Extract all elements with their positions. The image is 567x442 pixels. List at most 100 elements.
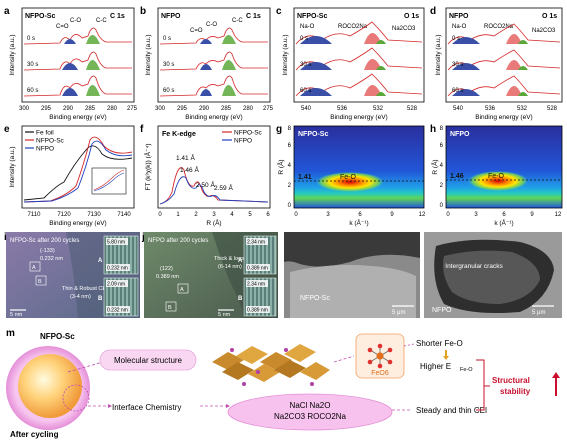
svg-text:2: 2 [194,212,198,218]
bond-label: Fe-O [340,174,357,181]
spectrum-0s [447,23,561,45]
curve-nfpo [23,140,133,203]
peak-label-co-double: C=O [56,24,69,30]
svg-text:6: 6 [288,143,292,149]
x-axis-label: k (Å⁻¹) [494,218,513,227]
svg-text:532: 532 [373,106,384,112]
bracket [476,359,485,411]
svg-text:6: 6 [440,143,444,149]
panel-j: j NFPO after 200 cycles (122) 0.389 nm T… [141,232,278,318]
svg-text:300: 300 [19,106,30,112]
hotspot [316,172,384,192]
panel-letter-a: a [4,6,10,17]
scale-label: 5 μm [532,310,545,316]
svg-text:540: 540 [453,106,464,112]
scale-label: 5 μm [392,310,405,316]
peak-label-roco2na: ROCO2Na [484,24,514,30]
panel-letter-e: e [4,124,10,135]
peak-label-na2co3: Na2CO3 [392,26,416,32]
sample-label: NFPO [161,13,181,20]
legend-fe-foil: Fe foil [36,130,54,137]
shorter-fe-o-label: Shorter Fe-O [416,339,463,348]
time-30s: 30 s [163,62,174,68]
time-60s: 60 s [452,88,463,94]
svg-text:0: 0 [288,203,292,209]
spectrum-30s [295,47,423,71]
wavelet-map [293,125,425,209]
svg-text:285: 285 [221,106,232,112]
x-axis-label: Binding energy (eV) [475,114,532,121]
spectrum-60s [23,75,132,97]
panel-b: b NFPO C 1s C=O C-O C-C 0 s 30 s 60 s 30… [140,6,274,121]
x-axis-label: k (Å⁻¹) [349,218,368,227]
scale-label: 5 nm [10,312,23,318]
svg-text:9: 9 [390,212,394,218]
svg-text:7120: 7120 [57,212,71,218]
svg-text:532: 532 [517,106,528,112]
svg-text:536: 536 [485,106,496,112]
inset-b-top: 2.34 nm [247,282,265,288]
r-value: 1.46 [450,173,464,180]
edge-label: O 1s [404,13,419,20]
y-axis-label: R (Å) [276,159,285,174]
peak-label-c-o: C-O [70,18,81,24]
svg-text:3: 3 [474,212,478,218]
time-30s: 30 s [452,62,463,68]
peak-label-co-double: C=O [190,28,203,34]
spectrum-60s [447,75,561,97]
svg-text:280: 280 [243,106,254,112]
panel-f: f Fe K-edge NFPO-Sc NFPO 1.41 Å 1.46 Å 2… [140,124,271,227]
wavelet-map [445,125,563,209]
svg-text:7110: 7110 [28,212,42,218]
legend-nfpo-sc: NFPO-Sc [36,138,65,145]
inset-a-letter: A [238,258,243,264]
legend-nfpo: NFPO [36,146,54,153]
stability-label-2: stability [500,387,531,396]
legend-nfpo-sc: NFPO-Sc [234,130,263,137]
sample-label: NFPO [450,131,470,138]
inset-b-letter: B [238,296,243,302]
svg-text:528: 528 [407,106,418,112]
annotation-1-46: 1.46 Å [180,165,199,174]
panel-e: e Fe foil NFPO-Sc NFPO 7110 7120 7130 71… [4,124,135,227]
svg-text:6: 6 [358,212,362,218]
peak-label-c-c: C-C [96,18,107,24]
panel-c: c NFPO-Sc O 1s Na-O ROCO2Na Na2CO3 0 s 3… [276,6,425,121]
spectrum-60s [295,73,423,97]
svg-text:8: 8 [440,126,444,132]
cei-label: Thin & Robust CEI [62,286,108,292]
edge-label: C 1s [246,13,261,20]
panel-a: a NFPO-Sc C 1s C=O C-O C-C 0 s 30 s 60 s… [4,6,138,121]
svg-text:0: 0 [158,212,162,218]
x-axis-label: Binding energy (eV) [49,220,106,227]
cei-ellipse [227,393,393,431]
panel-letter-d: d [430,6,436,17]
svg-text:0: 0 [440,203,444,209]
panel-i: i NFPO-Sc after 200 cycles (-133) 0.232 … [4,232,140,318]
svg-text:1: 1 [176,212,180,218]
peak-label-na-o: Na-O [452,24,467,30]
svg-text:540: 540 [301,106,312,112]
sample-label: NFPO-Sc [40,332,75,341]
annotation-2-50: 2.50 Å [196,180,215,189]
svg-text:280: 280 [107,106,118,112]
curve-nfpo-sc [23,136,133,203]
y-axis-label: Intensity (a.u.) [9,34,16,75]
feo6-label: FeO6 [371,370,389,377]
panel-letter-m: m [6,328,15,339]
svg-text:0: 0 [294,212,298,218]
panel-m: m NFPO-Sc After cycling Molecular struct… [6,328,560,439]
inset-b-bottom: 0.232 nm [107,308,128,314]
image-title: NFPO after 200 cycles [148,238,208,244]
higher-e-label: Higher E [420,362,451,371]
svg-text:295: 295 [177,106,188,112]
molecular-structure-box [99,349,197,371]
sample-label: NFPO-Sc [297,13,327,20]
x-ticks: 300 295 290 285 280 275 [155,106,274,112]
x-axis-label: Binding energy (eV) [49,114,106,121]
svg-text:536: 536 [337,106,348,112]
svg-text:3: 3 [212,212,216,218]
annotation-1-41: 1.41 Å [176,153,195,162]
peak-label-c-o: C-O [206,22,217,28]
steady-cei-label: Steady and thin CEI [416,406,487,415]
